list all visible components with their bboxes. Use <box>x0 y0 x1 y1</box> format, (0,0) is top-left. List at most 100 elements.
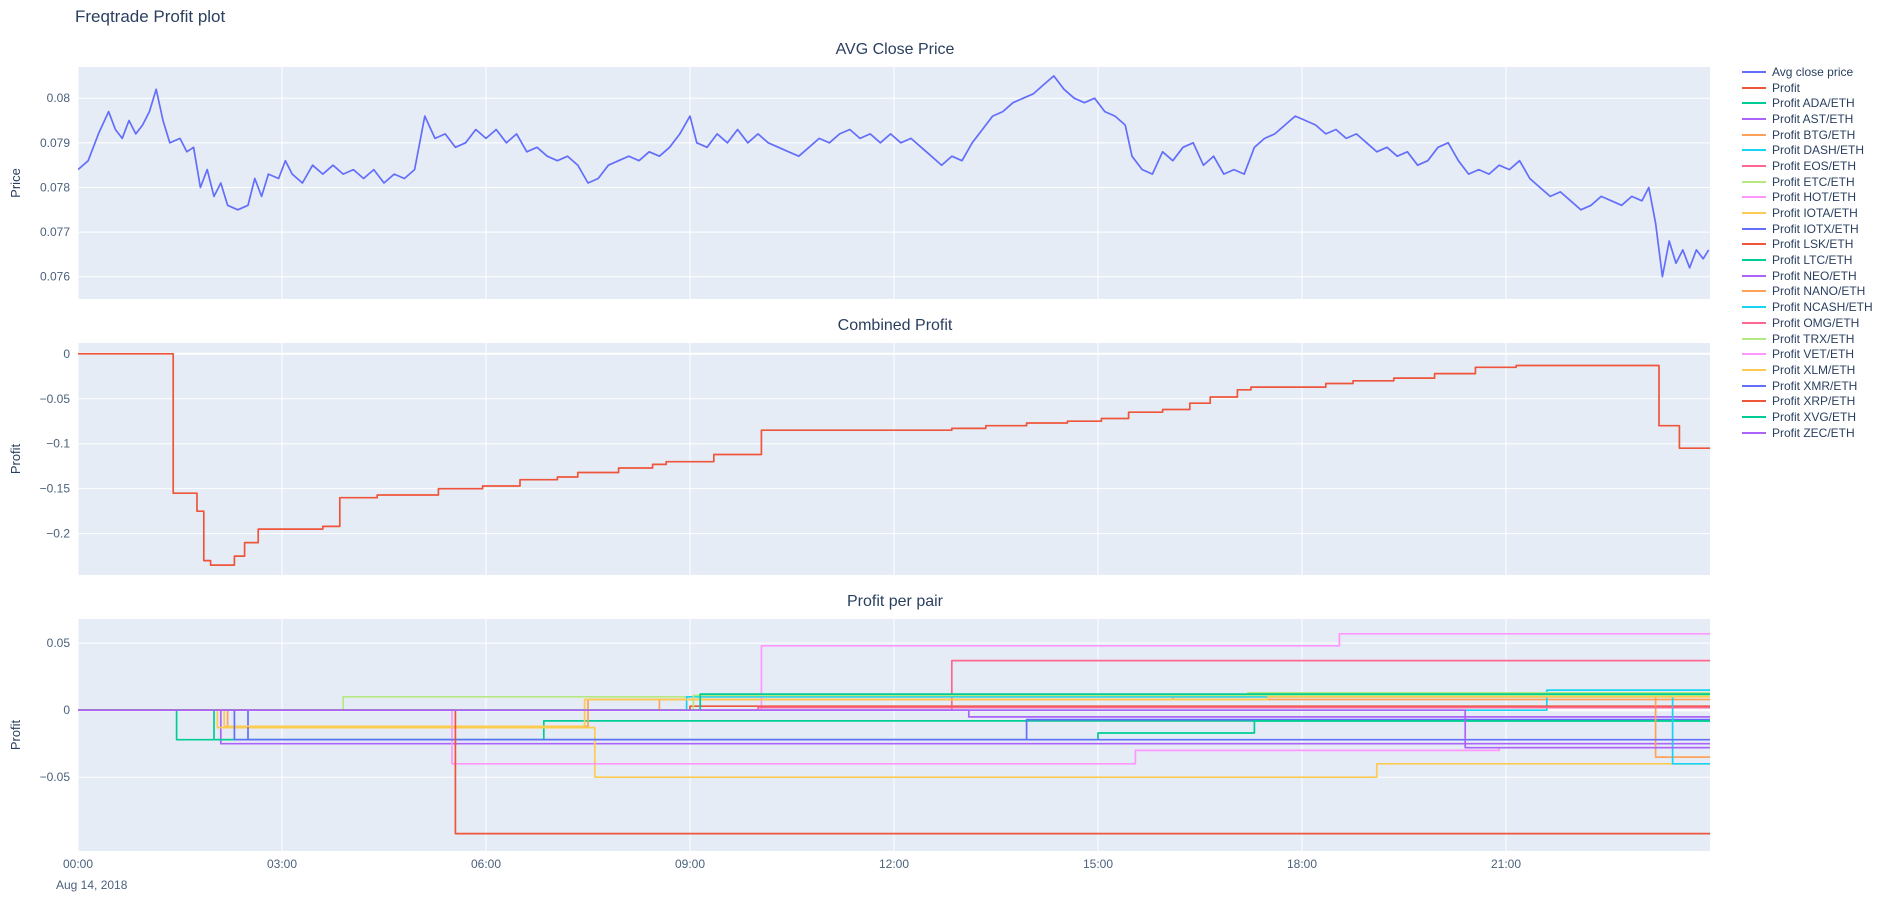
legend-item-label: Profit NANO/ETH <box>1772 284 1866 299</box>
legend-item[interactable]: Profit OMG/ETH <box>1742 315 1873 331</box>
y-tick-label: 0.078 <box>40 180 70 194</box>
legend-line-swatch <box>1742 102 1766 105</box>
legend-line-swatch <box>1742 274 1766 277</box>
y-tick-label: 0 <box>63 347 70 361</box>
legend-line-swatch <box>1742 384 1766 387</box>
legend-item-label: Profit LSK/ETH <box>1772 237 1854 252</box>
legend-item-label: Profit EOS/ETH <box>1772 158 1857 173</box>
series-line-profit-xlm-eth <box>78 695 1710 728</box>
y-axis-title: Profit <box>8 719 23 750</box>
legend-line-swatch <box>1742 290 1766 293</box>
x-tick-label: 00:00 <box>63 857 93 871</box>
legend-item-label: Profit ETC/ETH <box>1772 174 1855 189</box>
legend-item[interactable]: Profit ZEC/ETH <box>1742 425 1873 441</box>
x-tick-label: 03:00 <box>267 857 297 871</box>
y-tick-label: −0.15 <box>40 482 71 496</box>
legend-line-swatch <box>1742 164 1766 167</box>
legend-line-swatch <box>1742 227 1766 230</box>
legend-line-swatch <box>1742 337 1766 340</box>
legend-item[interactable]: Avg close price <box>1742 64 1873 80</box>
y-tick-label: 0.077 <box>40 225 70 239</box>
legend-line-swatch <box>1742 431 1766 434</box>
legend-item-label: Profit NEO/ETH <box>1772 268 1857 283</box>
x-tick-label: 18:00 <box>1287 857 1317 871</box>
y-tick-label: −0.05 <box>40 392 71 406</box>
legend-item[interactable]: Profit IOTA/ETH <box>1742 205 1873 221</box>
legend-item[interactable]: Profit XRP/ETH <box>1742 393 1873 409</box>
legend-item[interactable]: Profit XVG/ETH <box>1742 409 1873 425</box>
legend: Avg close price Profit Profit ADA/ETH Profi… <box>1742 64 1873 441</box>
profit-per-pair-plot[interactable]: 00:00 03:00 06:00 09:00 12:00 15:00 18:00 21:00… <box>0 616 1712 877</box>
legend-item[interactable]: Profit ADA/ETH <box>1742 95 1873 111</box>
legend-line-swatch <box>1742 353 1766 356</box>
legend-item[interactable]: Profit LSK/ETH <box>1742 237 1873 253</box>
legend-item[interactable]: Profit IOTX/ETH <box>1742 221 1873 237</box>
legend-item[interactable]: Profit LTC/ETH <box>1742 252 1873 268</box>
avg-close-price-plot[interactable]: 0.076 0.077 0.078 0.079 0.08 Price <box>0 64 1712 302</box>
series-line-profit-ltc-eth <box>78 709 1710 741</box>
legend-item-label: Profit IOTA/ETH <box>1772 206 1858 221</box>
legend-line-swatch <box>1742 212 1766 215</box>
legend-item[interactable]: Profit ETC/ETH <box>1742 174 1873 190</box>
legend-item-label: Profit IOTX/ETH <box>1772 221 1859 236</box>
legend-line-swatch <box>1742 306 1766 309</box>
legend-item-label: Profit ADA/ETH <box>1772 96 1855 111</box>
legend-line-swatch <box>1742 86 1766 89</box>
legend-item[interactable]: Profit BTG/ETH <box>1742 127 1873 143</box>
y-axis-title: Price <box>8 168 23 198</box>
legend-line-swatch <box>1742 133 1766 136</box>
legend-item[interactable]: Profit NEO/ETH <box>1742 268 1873 284</box>
x-axis-date-label: Aug 14, 2018 <box>56 878 128 892</box>
legend-item-label: Profit XVG/ETH <box>1772 409 1857 424</box>
legend-line-swatch <box>1742 321 1766 324</box>
legend-item-label: Profit ZEC/ETH <box>1772 425 1855 440</box>
legend-item[interactable]: Profit VET/ETH <box>1742 346 1873 362</box>
legend-item[interactable]: Profit NANO/ETH <box>1742 284 1873 300</box>
y-tick-label: 0.05 <box>47 636 71 650</box>
subplot-title: AVG Close Price <box>835 41 955 58</box>
legend-item-label: Profit XRP/ETH <box>1772 394 1856 409</box>
y-tick-label: −0.1 <box>46 437 70 451</box>
legend-line-swatch <box>1742 368 1766 371</box>
subplot-title: Profit per pair <box>846 593 944 610</box>
legend-item-label: Profit OMG/ETH <box>1772 315 1860 330</box>
legend-item-label: Profit HOT/ETH <box>1772 190 1857 205</box>
x-tick-label: 06:00 <box>471 857 501 871</box>
legend-item[interactable]: Profit <box>1742 80 1873 96</box>
legend-item[interactable]: Profit AST/ETH <box>1742 111 1873 127</box>
x-tick-label: 21:00 <box>1491 857 1521 871</box>
legend-item-label: Profit DASH/ETH <box>1772 143 1865 158</box>
legend-item[interactable]: Profit XMR/ETH <box>1742 378 1873 394</box>
legend-item[interactable]: Profit DASH/ETH <box>1742 142 1873 158</box>
x-tick-label: 12:00 <box>879 857 909 871</box>
series-line-avg-close-price <box>78 75 1710 278</box>
legend-line-swatch <box>1742 180 1766 183</box>
legend-line-swatch <box>1742 196 1766 199</box>
subplot-title: Combined Profit <box>837 317 953 334</box>
legend-item-label: Profit AST/ETH <box>1772 111 1854 126</box>
legend-item-label: Profit XMR/ETH <box>1772 378 1858 393</box>
y-axis-title: Profit <box>8 443 23 474</box>
y-tick-label: 0.079 <box>40 136 70 150</box>
y-tick-label: 0.076 <box>40 270 70 284</box>
legend-item[interactable]: Profit TRX/ETH <box>1742 331 1873 347</box>
legend-item-label: Profit NCASH/ETH <box>1772 300 1873 315</box>
legend-line-swatch <box>1742 400 1766 403</box>
y-tick-label: 0.08 <box>47 91 71 105</box>
legend-item-label: Profit LTC/ETH <box>1772 253 1853 268</box>
legend-item-label: Profit <box>1772 80 1801 95</box>
legend-item[interactable]: Profit XLM/ETH <box>1742 362 1873 378</box>
legend-item[interactable]: Profit EOS/ETH <box>1742 158 1873 174</box>
legend-item-label: Profit XLM/ETH <box>1772 362 1856 377</box>
combined-profit-plot[interactable]: 0 −0.05 −0.1 −0.15 −0.2 Profit <box>0 340 1712 578</box>
subplot-combined-profit: Combined Profit 0 −0.05 −0.1 −0.15 −0.2 Profi… <box>0 312 1712 578</box>
legend-line-swatch <box>1742 415 1766 418</box>
plots-column: AVG Close Price 0.076 0.077 0.078 0.079 0.08… <box>0 36 1712 877</box>
legend-item[interactable]: Profit NCASH/ETH <box>1742 299 1873 315</box>
legend-item-label: Avg close price <box>1772 64 1854 79</box>
x-tick-label: 15:00 <box>1083 857 1113 871</box>
legend-item[interactable]: Profit HOT/ETH <box>1742 190 1873 206</box>
legend-line-swatch <box>1742 259 1766 262</box>
legend-line-swatch <box>1742 70 1766 73</box>
